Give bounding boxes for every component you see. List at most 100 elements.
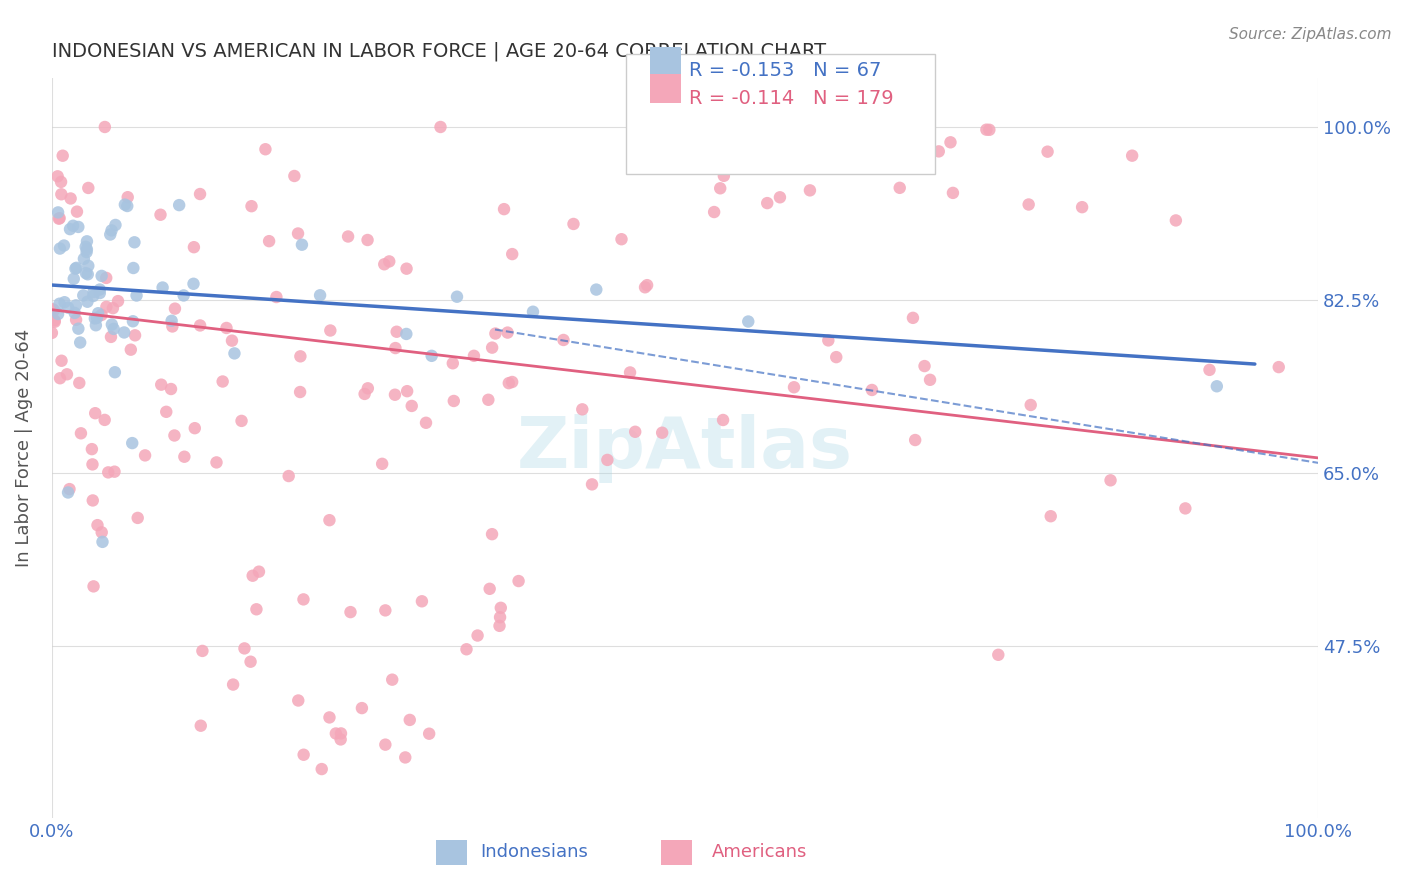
Point — [799, 183, 821, 197]
Point — [117, 190, 139, 204]
Point — [46, 307, 69, 321]
Point — [104, 365, 127, 379]
Point — [96, 300, 118, 314]
Point — [117, 199, 139, 213]
Point — [651, 425, 673, 440]
Point — [103, 465, 125, 479]
Point — [76, 245, 98, 260]
Point — [1164, 213, 1187, 227]
Point — [979, 123, 1001, 137]
Point — [162, 319, 184, 334]
Point — [860, 383, 883, 397]
Point — [163, 301, 186, 316]
Point — [374, 603, 396, 617]
Point — [610, 232, 633, 246]
Point — [318, 710, 340, 724]
Point — [56, 485, 79, 500]
Point — [619, 366, 641, 380]
Point — [120, 343, 142, 357]
Point — [1267, 360, 1289, 375]
Point — [149, 208, 172, 222]
Point — [1018, 197, 1040, 211]
Point — [46, 169, 69, 184]
Point — [51, 187, 73, 202]
Point — [67, 321, 90, 335]
Point — [245, 602, 267, 616]
Point — [127, 511, 149, 525]
Point — [783, 380, 806, 394]
Point — [292, 592, 315, 607]
Point — [384, 388, 406, 402]
Point — [80, 442, 103, 457]
Point — [49, 175, 72, 189]
Point — [167, 198, 190, 212]
Point — [823, 142, 845, 156]
Point — [65, 313, 87, 327]
Point — [904, 433, 927, 447]
Point — [56, 368, 79, 382]
Point — [374, 738, 396, 752]
Point — [478, 582, 501, 596]
Point — [152, 280, 174, 294]
Point — [257, 234, 280, 248]
Point — [385, 325, 408, 339]
Point — [636, 278, 658, 293]
Point — [69, 335, 91, 350]
Point — [446, 290, 468, 304]
Point — [373, 257, 395, 271]
Point — [1099, 473, 1122, 487]
Point — [70, 426, 93, 441]
Point — [508, 574, 530, 588]
Point — [624, 425, 647, 439]
Point — [62, 272, 84, 286]
Point — [173, 288, 195, 302]
Point — [89, 283, 111, 297]
Point — [562, 217, 585, 231]
Point — [114, 197, 136, 211]
Point — [463, 349, 485, 363]
Point — [522, 304, 544, 318]
Point — [121, 436, 143, 450]
Point — [356, 233, 378, 247]
Point — [240, 199, 263, 213]
Point — [876, 145, 898, 159]
Point — [89, 286, 111, 301]
Point — [98, 227, 121, 242]
Point — [84, 406, 107, 420]
Point — [84, 318, 107, 333]
Point — [394, 750, 416, 764]
Point — [163, 428, 186, 442]
Point — [205, 455, 228, 469]
Point — [42, 303, 65, 318]
Point — [49, 371, 72, 385]
Point — [339, 605, 361, 619]
Point — [481, 341, 503, 355]
Point — [49, 242, 72, 256]
Point — [395, 261, 418, 276]
Text: Americans: Americans — [711, 843, 807, 861]
Point — [725, 153, 748, 168]
Point — [309, 288, 332, 302]
Point — [581, 477, 603, 491]
Point — [77, 259, 100, 273]
Point — [420, 349, 443, 363]
Point — [429, 120, 451, 134]
Point — [104, 218, 127, 232]
Point — [456, 642, 478, 657]
Point — [914, 359, 936, 373]
Point — [75, 266, 97, 280]
Point — [224, 346, 246, 360]
Point — [91, 534, 114, 549]
Point — [441, 356, 464, 370]
Point — [62, 219, 84, 233]
Point — [942, 186, 965, 200]
Point — [188, 318, 211, 333]
Point — [756, 196, 779, 211]
Point — [66, 204, 89, 219]
Point — [329, 732, 352, 747]
Point — [287, 693, 309, 707]
Point — [918, 373, 941, 387]
Point — [90, 268, 112, 283]
Point — [52, 149, 75, 163]
Text: Source: ZipAtlas.com: Source: ZipAtlas.com — [1229, 27, 1392, 42]
